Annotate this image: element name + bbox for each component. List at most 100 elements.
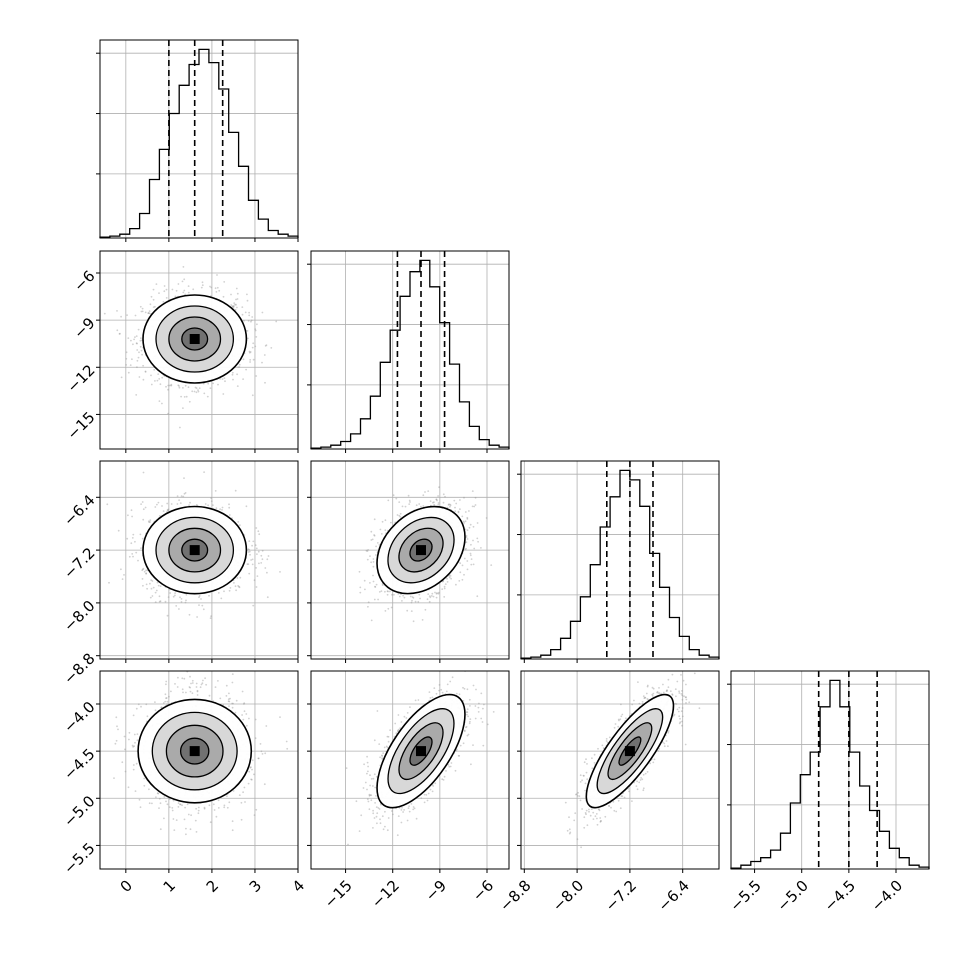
- scatter-point: [266, 558, 269, 561]
- scatter-point: [196, 616, 199, 618]
- scatter-point: [202, 608, 205, 611]
- scatter-point: [514, 540, 516, 542]
- scatter-point: [373, 534, 375, 536]
- scatter-point: [377, 598, 379, 601]
- scatter-point: [263, 354, 266, 356]
- scatter-point: [249, 359, 252, 361]
- scatter-point: [209, 617, 212, 619]
- scatter-point: [127, 371, 130, 374]
- scatter-point: [264, 381, 266, 384]
- scatter-point: [130, 339, 132, 342]
- scatter-point: [443, 587, 446, 590]
- scatter-point: [142, 378, 145, 381]
- scatter-point: [221, 506, 224, 509]
- scatter-point: [260, 562, 263, 564]
- scatter-point: [370, 530, 373, 533]
- scatter-point: [444, 583, 447, 585]
- scatter-point: [149, 521, 152, 523]
- scatter-point: [127, 514, 129, 517]
- panel-frame: [99, 39, 299, 239]
- scatter-point: [171, 807, 174, 809]
- scatter-point: [180, 495, 183, 497]
- scatter-point: [254, 544, 257, 547]
- scatter-point: [384, 529, 387, 532]
- scatter-point: [185, 691, 187, 694]
- scatter-point: [231, 305, 234, 307]
- scatter-point: [147, 312, 150, 314]
- scatter-point: [420, 505, 422, 508]
- scatter-point: [387, 607, 390, 610]
- scatter-point: [155, 283, 158, 285]
- scatter-point: [187, 291, 190, 294]
- panel-2-2: [517, 460, 720, 663]
- scatter-point: [241, 313, 244, 316]
- scatter-point: [250, 559, 253, 561]
- panel-frame: [99, 460, 299, 660]
- scatter-point: [127, 738, 130, 741]
- scatter-point: [411, 596, 414, 598]
- histogram-step: [310, 259, 510, 449]
- scatter-point: [128, 555, 131, 558]
- scatter-point: [254, 329, 257, 332]
- scatter-point: [369, 582, 371, 584]
- scatter-point: [374, 586, 377, 588]
- scatter-point: [176, 503, 179, 505]
- scatter-point: [165, 297, 168, 299]
- scatter-point: [227, 698, 230, 701]
- scatter-point: [247, 320, 250, 322]
- scatter-point: [428, 595, 431, 597]
- scatter-point: [427, 490, 430, 492]
- scatter-point: [236, 298, 239, 300]
- scatter-point: [266, 571, 268, 574]
- scatter-point: [139, 345, 142, 348]
- scatter-point: [235, 589, 238, 592]
- scatter-point: [466, 529, 469, 532]
- scatter-point: [197, 390, 200, 393]
- scatter-point: [372, 561, 375, 563]
- scatter-point: [194, 819, 197, 822]
- scatter-point: [179, 502, 182, 504]
- scatter-point: [433, 501, 435, 504]
- scatter-point: [167, 508, 170, 511]
- scatter-point: [422, 505, 425, 507]
- scatter-point: [387, 590, 389, 593]
- scatter-point: [234, 308, 237, 311]
- scatter-point: [175, 605, 178, 607]
- scatter-point: [207, 382, 210, 385]
- scatter-point: [214, 287, 217, 290]
- scatter-point: [410, 601, 413, 604]
- scatter-point: [134, 314, 137, 317]
- scatter-point: [177, 283, 180, 285]
- scatter-point: [171, 288, 174, 291]
- scatter-point: [236, 306, 238, 309]
- scatter-point: [246, 330, 249, 332]
- scatter-point: [139, 339, 142, 342]
- scatter-point: [233, 302, 236, 304]
- scatter-point: [228, 589, 231, 592]
- scatter-point: [264, 567, 267, 569]
- scatter-point: [461, 578, 464, 581]
- scatter-point: [183, 477, 185, 479]
- scatter-point: [166, 614, 169, 617]
- scatter-point: [384, 519, 387, 522]
- scatter-point: [363, 579, 366, 582]
- scatter-point: [437, 502, 440, 504]
- scatter-point: [165, 800, 167, 803]
- scatter-point: [141, 310, 144, 313]
- scatter-point: [182, 291, 185, 294]
- scatter-point: [182, 387, 184, 389]
- scatter-point: [248, 550, 251, 553]
- scatter-point: [120, 315, 122, 318]
- scatter-point: [185, 395, 188, 398]
- scatter-point: [182, 266, 185, 268]
- scatter-point: [116, 310, 118, 312]
- scatter-point: [143, 570, 146, 573]
- scatter-point: [158, 378, 161, 380]
- scatter-point: [474, 496, 477, 499]
- scatter-point: [381, 520, 384, 523]
- scatter-point: [237, 366, 240, 368]
- scatter-point: [471, 505, 474, 508]
- scatter-point: [212, 382, 215, 385]
- scatter-point: [453, 499, 456, 502]
- scatter-point: [465, 547, 467, 550]
